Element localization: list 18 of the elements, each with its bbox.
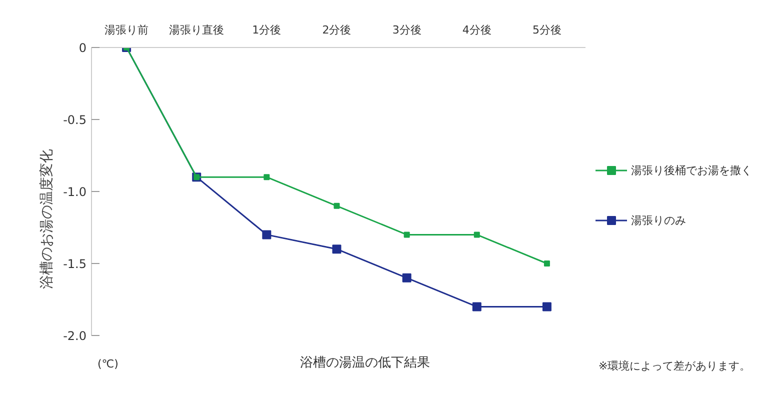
x-axis-title: 浴槽の湯温の低下結果 — [300, 356, 430, 370]
text: (℃) — [98, 358, 118, 370]
x-tick-label: 3分後 — [392, 24, 422, 36]
y-tick-label: 0 — [78, 41, 87, 55]
x-tick-label: 5分後 — [532, 24, 562, 36]
y-tick-label: -2.0 — [63, 329, 87, 343]
y-tick-label: -1.5 — [63, 257, 87, 271]
legend-label: 湯張りのみ — [631, 212, 686, 228]
x-tick-label: 2分後 — [322, 24, 352, 36]
text: ※環境によって差があります。 — [598, 360, 751, 372]
x-tick-label: 湯張り前 — [104, 24, 149, 36]
x-tick-label: 湯張り直後 — [169, 24, 224, 36]
y-axis-title: 浴槽のお湯の温度変化 — [39, 149, 56, 289]
legend-label: 湯張り後桶でお湯を撒く — [631, 162, 752, 178]
x-tick-label: 4分後 — [462, 24, 492, 36]
y-tick-label: -0.5 — [63, 113, 87, 127]
x-tick-label: 1分後 — [252, 24, 282, 36]
y-tick-label: -1.0 — [63, 185, 87, 199]
